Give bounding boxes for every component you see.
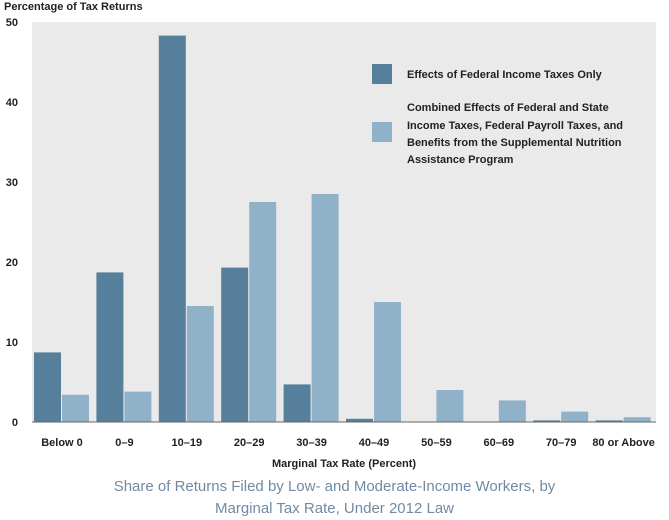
x-tick-label: 80 or Above (592, 437, 655, 449)
bar-series-1 (221, 267, 249, 422)
bar-series-1 (158, 35, 186, 422)
legend-swatch-series-2 (372, 122, 392, 142)
x-tick-label: 20–29 (234, 437, 265, 449)
bar-series-2 (436, 390, 464, 422)
bar-series-1 (595, 420, 623, 422)
bar-series-2 (62, 394, 89, 422)
caption-line-1: Share of Returns Filed by Low- and Moder… (113, 478, 556, 495)
bar-series-1 (283, 384, 311, 422)
legend-label-series-2-line-2: Income Taxes, Federal Payroll Taxes, and (407, 120, 623, 132)
bar-series-2 (311, 194, 339, 422)
legend-swatch-series-1 (372, 64, 392, 84)
y-tick-label: 0 (12, 417, 18, 429)
x-axis-title: Marginal Tax Rate (Percent) (272, 458, 416, 470)
legend-label-series-2-line-3: Benefits from the Supplemental Nutrition (407, 137, 622, 149)
legend-label-series-1: Effects of Federal Income Taxes Only (407, 69, 603, 81)
y-tick-label: 20 (6, 257, 18, 269)
x-tick-label: 50–59 (421, 437, 452, 449)
bar-series-2 (374, 302, 401, 422)
caption-line-2: Marginal Tax Rate, Under 2012 Law (214, 500, 455, 517)
y-tick-label: 30 (6, 177, 18, 189)
legend-label-series-2-line-1: Combined Effects of Federal and State (407, 102, 609, 114)
bar-series-2 (124, 391, 152, 422)
chart-caption: Share of Returns Filed by Low- and Moder… (0, 476, 669, 520)
x-tick-label: 70–79 (546, 437, 577, 449)
plot-background (32, 22, 656, 422)
bar-series-2 (498, 400, 526, 422)
y-tick-label: 50 (6, 17, 18, 29)
x-tick-label: 0–9 (115, 437, 133, 449)
bar-series-2 (186, 306, 214, 422)
x-tick-label: 60–69 (484, 437, 515, 449)
y-tick-label: 40 (6, 97, 18, 109)
legend-label-series-2-line-4: Assistance Program (407, 154, 514, 166)
bar-series-2 (561, 411, 589, 422)
bar-series-1 (34, 352, 61, 422)
x-tick-label: 10–19 (172, 437, 203, 449)
bar-series-1 (533, 420, 561, 422)
legend: Effects of Federal Income Taxes Only Com… (372, 64, 626, 166)
x-tick-label: 40–49 (359, 437, 390, 449)
x-axis-ticks: Below 0 0–9 10–19 20–29 30–39 40–49 50–59 60–69… (41, 437, 655, 449)
legend-label-series-2: Combined Effects of Federal and State In… (407, 102, 626, 166)
bar-series-2 (623, 417, 651, 422)
bar-series-1 (346, 418, 373, 422)
bar-chart: Percentage of Tax Returns 0 10 20 30 40 50 Be… (4, 1, 656, 470)
bars (34, 35, 651, 422)
x-tick-label: Below 0 (41, 437, 83, 449)
bar-series-1 (96, 272, 124, 422)
y-axis-title: Percentage of Tax Returns (4, 1, 143, 13)
y-axis-ticks: 0 10 20 30 40 50 (6, 17, 18, 429)
bar-series-2 (249, 202, 277, 422)
x-tick-label: 30–39 (296, 437, 327, 449)
y-tick-label: 10 (6, 337, 18, 349)
